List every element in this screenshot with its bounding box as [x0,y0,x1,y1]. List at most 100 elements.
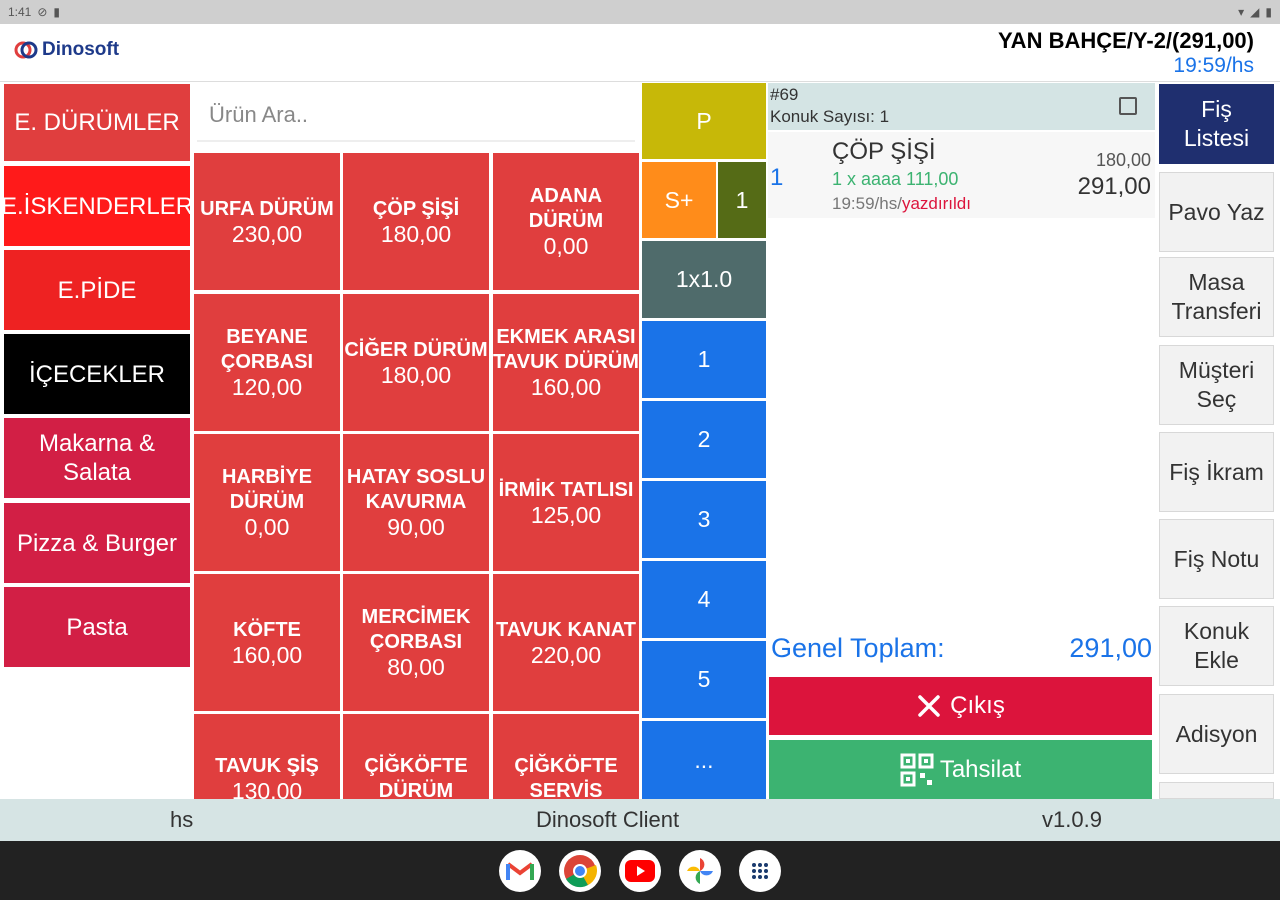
product-tile[interactable]: TAVUK KANAT 220,00 [493,574,639,711]
payment-button[interactable]: Tahsilat [769,740,1152,800]
total-value: 291,00 [1069,632,1152,663]
product-price: 160,00 [530,374,602,400]
receipt-list-button[interactable]: Fiş Listesi [1159,84,1274,164]
pavo-print-button[interactable]: Pavo Yaz [1159,172,1274,252]
product-name: ÇİĞKÖFTE SERVİS [514,755,618,799]
category-3[interactable]: E.PİDE [4,250,190,330]
product-tile[interactable]: ÇİĞKÖFTE SERVİS80,00 [493,714,639,799]
product-tile[interactable]: BEYANE ÇORBASI 120,00 [194,294,340,431]
item-qty: 1 [770,164,784,191]
product-tile[interactable]: MERCİMEK ÇORBASI 80,00 [343,574,489,711]
product-name: ÇİĞKÖFTE DÜRÜM [364,755,468,799]
battery-icon: ▮ [1265,5,1272,19]
p-button[interactable]: P [642,83,766,159]
product-price: 125,00 [530,501,602,528]
product-tile[interactable]: ÇÖP ŞİŞİ 180,00 [343,153,489,290]
app-drawer-icon[interactable] [739,849,781,892]
product-price: 230,00 [231,220,303,247]
number-key-1[interactable]: 1 [642,321,766,398]
s-plus-button[interactable]: S+ [642,162,716,238]
item-extra: 1 x aaaa 111,00 [832,169,959,189]
product-price: 0,00 [543,233,589,259]
product-price: 180,00 [380,220,452,247]
product-name: İRMİK TATLISI [498,478,634,501]
select-all-checkbox[interactable] [1119,97,1137,115]
receipt-note-button[interactable]: Fiş Notu [1159,519,1274,599]
receipt-number: #69 [770,85,799,104]
category-5[interactable]: Makarna & Salata [4,418,190,498]
number-key-3[interactable]: 3 [642,481,766,558]
category-2[interactable]: E.İSKENDERLER [1,166,193,246]
number-key-5[interactable]: 5 [642,641,766,718]
more-action-button[interactable] [1159,782,1274,799]
product-tile[interactable]: KÖFTE 160,00 [194,574,340,711]
app-footer: hs Dinosoft Client v1.0.9 [0,799,1280,841]
product-tile[interactable]: URFA DÜRÜM 230,00 [194,153,340,290]
wifi-icon: ▾ [1238,5,1245,19]
product-name: EKMEK ARASI TAVUK DÜRÜM [493,326,639,373]
photos-icon[interactable] [679,849,721,892]
product-price: 120,00 [231,374,303,400]
footer-version: v1.0.9 [1042,807,1102,832]
status-time: 1:41 [8,5,32,19]
product-name: HATAY SOSLU KAVURMA [346,466,486,513]
youtube-icon[interactable] [619,849,661,892]
add-guest-button[interactable]: Konuk Ekle [1159,606,1274,686]
product-tile[interactable]: ÇİĞKÖFTE DÜRÜM80,00 [343,714,489,799]
product-name: CİĞER DÜRÜM [344,338,488,361]
status-bar: 1:41 ⊘ ▮ ▾ ◢ ▮ [0,0,1280,24]
item-meta: 19:59/hs/yazdırıldı [832,194,971,214]
product-tile[interactable]: TAVUK ŞİŞ 130,00 [194,714,340,799]
product-search[interactable] [197,90,635,142]
product-tile[interactable]: ADANA DÜRÜM 0,00 [493,153,639,290]
product-price: 0,00 [244,514,290,540]
exit-button[interactable]: Çıkış [769,677,1152,735]
signal-icon: ◢ [1250,5,1260,19]
brand-name: Dinosoft [42,39,120,60]
brand-logo: Dinosoft [14,38,119,62]
more-keys-button[interactable]: ... [642,721,766,799]
product-name: URFA DÜRÜM [200,197,334,220]
category-4[interactable]: İÇECEKLER [4,334,190,414]
bill-button[interactable]: Adisyon [1159,694,1274,774]
search-input[interactable] [209,102,635,128]
system-dock [0,841,1280,900]
category-6[interactable]: Pizza & Burger [4,503,190,583]
category-7[interactable]: Pasta [4,587,190,667]
order-header: #69 Konuk Sayısı: 1 [768,83,1155,130]
total-label: Genel Toplam: [771,632,945,663]
category-1[interactable]: E. DÜRÜMLER [4,84,190,161]
product-name: ÇÖP ŞİŞİ [372,197,460,220]
item-line-total: 291,00 [1077,173,1151,200]
table-transfer-button[interactable]: Masa Transferi [1159,257,1274,337]
payment-label: Tahsilat [939,756,1022,783]
multiplier-button[interactable]: 1x1.0 [642,241,766,318]
product-tile[interactable]: EKMEK ARASI TAVUK DÜRÜM 160,00 [493,294,639,431]
app-header: Dinosoft YAN BAHÇE/Y-2/(291,00) 19:59/hs [0,24,1280,82]
order-time-user: 19:59/hs [1173,54,1254,77]
close-icon [918,695,940,717]
item-name: ÇÖP ŞİŞİ [832,138,936,165]
product-name: KÖFTE [233,618,301,641]
product-price: 220,00 [530,641,602,668]
product-tile[interactable]: HARBİYE DÜRÜM 0,00 [194,434,340,571]
gmail-icon[interactable] [499,849,541,892]
product-tile[interactable]: CİĞER DÜRÜM 180,00 [343,294,489,431]
guest-count: Konuk Sayısı: 1 [770,107,890,126]
product-name: TAVUK ŞİŞ [215,755,319,777]
number-key-2[interactable]: 2 [642,401,766,478]
product-tile[interactable]: HATAY SOSLU KAVURMA 90,00 [343,434,489,571]
product-price: 90,00 [387,514,445,540]
product-name: ADANA DÜRÜM [528,185,604,232]
product-price: 80,00 [387,654,445,680]
receipt-treat-button[interactable]: Fiş İkram [1159,432,1274,512]
item-unit-price: 180,00 [1095,150,1151,170]
select-customer-button[interactable]: Müşteri Seç [1159,345,1274,425]
item-time-user: 19:59/hs/ [832,194,902,213]
order-line-item[interactable]: 1 ÇÖP ŞİŞİ 180,00 1 x aaaa 111,00 291,00… [768,132,1155,218]
number-key-4[interactable]: 4 [642,561,766,638]
product-tile[interactable]: İRMİK TATLISI 125,00 [493,434,639,571]
product-name: HARBİYE DÜRÜM [221,466,312,513]
table-title: YAN BAHÇE/Y-2/(291,00) [998,28,1254,53]
chrome-icon[interactable] [559,849,601,892]
